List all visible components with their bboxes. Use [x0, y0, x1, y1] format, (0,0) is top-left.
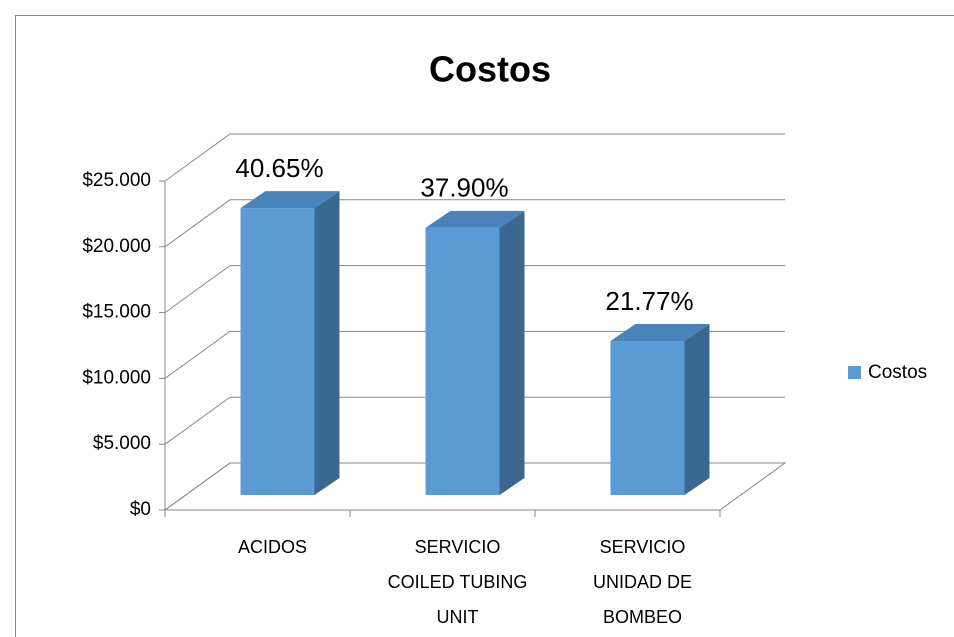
y-tick-label: $25.000 [82, 170, 151, 191]
bar-top [240, 191, 340, 209]
data-label: 40.65% [235, 153, 323, 183]
grid-line [164, 396, 785, 445]
bar-top [425, 210, 525, 228]
bar-side [684, 324, 710, 495]
bar-side [499, 210, 525, 496]
bar-side [314, 191, 340, 495]
x-tick-label: SERVICIO COILED TUBING UNIT [387, 537, 528, 627]
grid-line [164, 330, 785, 379]
data-label: 21.77% [605, 286, 693, 316]
y-tick-label: $15.000 [82, 302, 151, 323]
y-tick-label: $10.000 [82, 367, 151, 388]
legend-swatch [848, 366, 861, 379]
grid-line [164, 133, 785, 182]
grid-line [164, 199, 785, 248]
bar [240, 208, 315, 495]
bar [425, 227, 500, 496]
bar-top [610, 324, 710, 342]
bar [610, 341, 685, 495]
x-tick-label: ACIDOS [237, 537, 307, 557]
grid-line [164, 462, 785, 511]
grid-line [164, 265, 785, 314]
x-tick-label: SERVICIO UNIDAD DE BOMBEO [592, 537, 692, 627]
y-tick-label: $0 [130, 499, 151, 520]
legend-label: Costos [868, 362, 927, 383]
chart-border [15, 15, 954, 637]
data-label: 37.90% [420, 173, 508, 203]
chart-title: Costos [429, 49, 551, 90]
y-tick-label: $5.000 [93, 433, 151, 454]
y-tick-label: $20.000 [82, 236, 151, 257]
